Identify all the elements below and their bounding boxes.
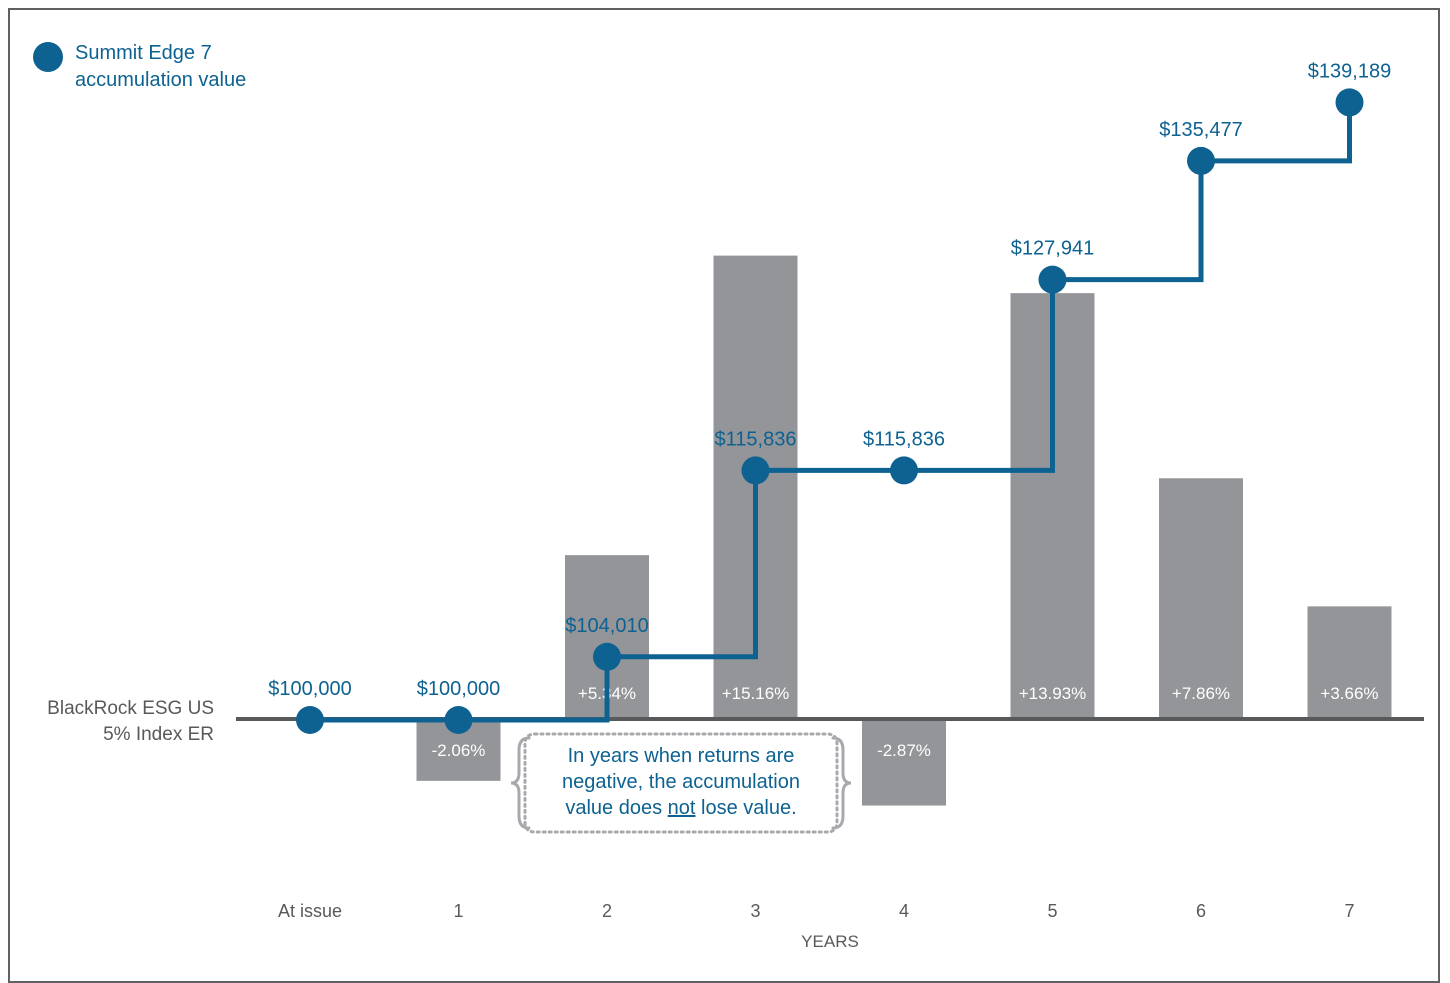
legend-label: Summit Edge 7 accumulation value	[75, 42, 247, 91]
callout-emphasis: not	[667, 797, 696, 819]
legend: Summit Edge 7 accumulation value	[33, 40, 285, 94]
x-tick-label: At issue	[278, 901, 342, 921]
x-tick-label: 1	[453, 901, 463, 921]
bar-label-year-3: +15.16%	[722, 684, 790, 703]
callout-line-3: value does not lose value.	[540, 795, 822, 821]
callout-brace-right	[831, 736, 852, 830]
x-tick-label: 4	[899, 901, 909, 921]
x-tick-label: 3	[750, 901, 760, 921]
x-tick-label: 7	[1344, 901, 1354, 921]
bar-year-4	[862, 718, 946, 806]
callout-line-2: negative, the accumulation	[562, 771, 800, 793]
x-axis-title: YEARS	[801, 932, 859, 951]
x-tick-label: 2	[602, 901, 612, 921]
value-point-4	[890, 456, 918, 485]
value-labels-layer: $100,000 $100,000 $104,010 $115,836 $115,836…	[268, 60, 1391, 700]
value-point-3	[741, 456, 770, 485]
callout-line-3-post: lose value.	[695, 797, 797, 819]
x-tick-label: 5	[1047, 901, 1057, 921]
callout-line-1: In years when returns are	[567, 745, 795, 767]
value-label-3: $115,836	[715, 428, 797, 450]
x-tick-label: 6	[1196, 901, 1206, 921]
value-label-6: $135,477	[1159, 119, 1242, 141]
negative-return-callout: In years when returns are negative, the …	[540, 743, 822, 821]
value-point-6	[1187, 146, 1215, 175]
value-point-2	[593, 642, 621, 671]
value-label-7: $139,189	[1308, 60, 1391, 82]
tick-labels-layer: At issue 1 2 3 4 5 6 7	[278, 901, 1355, 921]
bar-year-6	[1159, 478, 1243, 718]
bars-layer	[416, 255, 1392, 806]
callout-brace-left	[510, 736, 531, 830]
callout-line-3-pre: value does	[565, 797, 668, 819]
value-label-5: $127,941	[1011, 238, 1094, 260]
value-label-1: $100,000	[417, 678, 500, 700]
points-layer	[296, 88, 1364, 734]
value-point-1	[444, 706, 473, 734]
bar-label-year-4: -2.87%	[877, 741, 931, 760]
value-label-4: $115,836	[863, 428, 945, 450]
value-point-7	[1335, 88, 1364, 117]
bar-label-year-6: +7.86%	[1172, 684, 1230, 703]
bar-label-year-7: +3.66%	[1320, 684, 1378, 703]
bar-labels-layer: -2.06%+5.34% +15.16%-2.87%+13.93% +7.86% +3…	[432, 684, 1379, 760]
index-series-label: BlackRock ESG US 5% Index ER	[47, 698, 214, 745]
bar-year-7	[1307, 606, 1392, 718]
value-label-2: $104,010	[565, 615, 648, 637]
bar-label-year-1: -2.06%	[432, 741, 486, 760]
legend-marker	[33, 42, 63, 72]
bar-label-year-5: +13.93%	[1019, 684, 1087, 703]
value-point-At issue	[296, 706, 324, 734]
value-point-5	[1038, 265, 1067, 294]
value-label-At issue: $100,000	[268, 678, 351, 700]
